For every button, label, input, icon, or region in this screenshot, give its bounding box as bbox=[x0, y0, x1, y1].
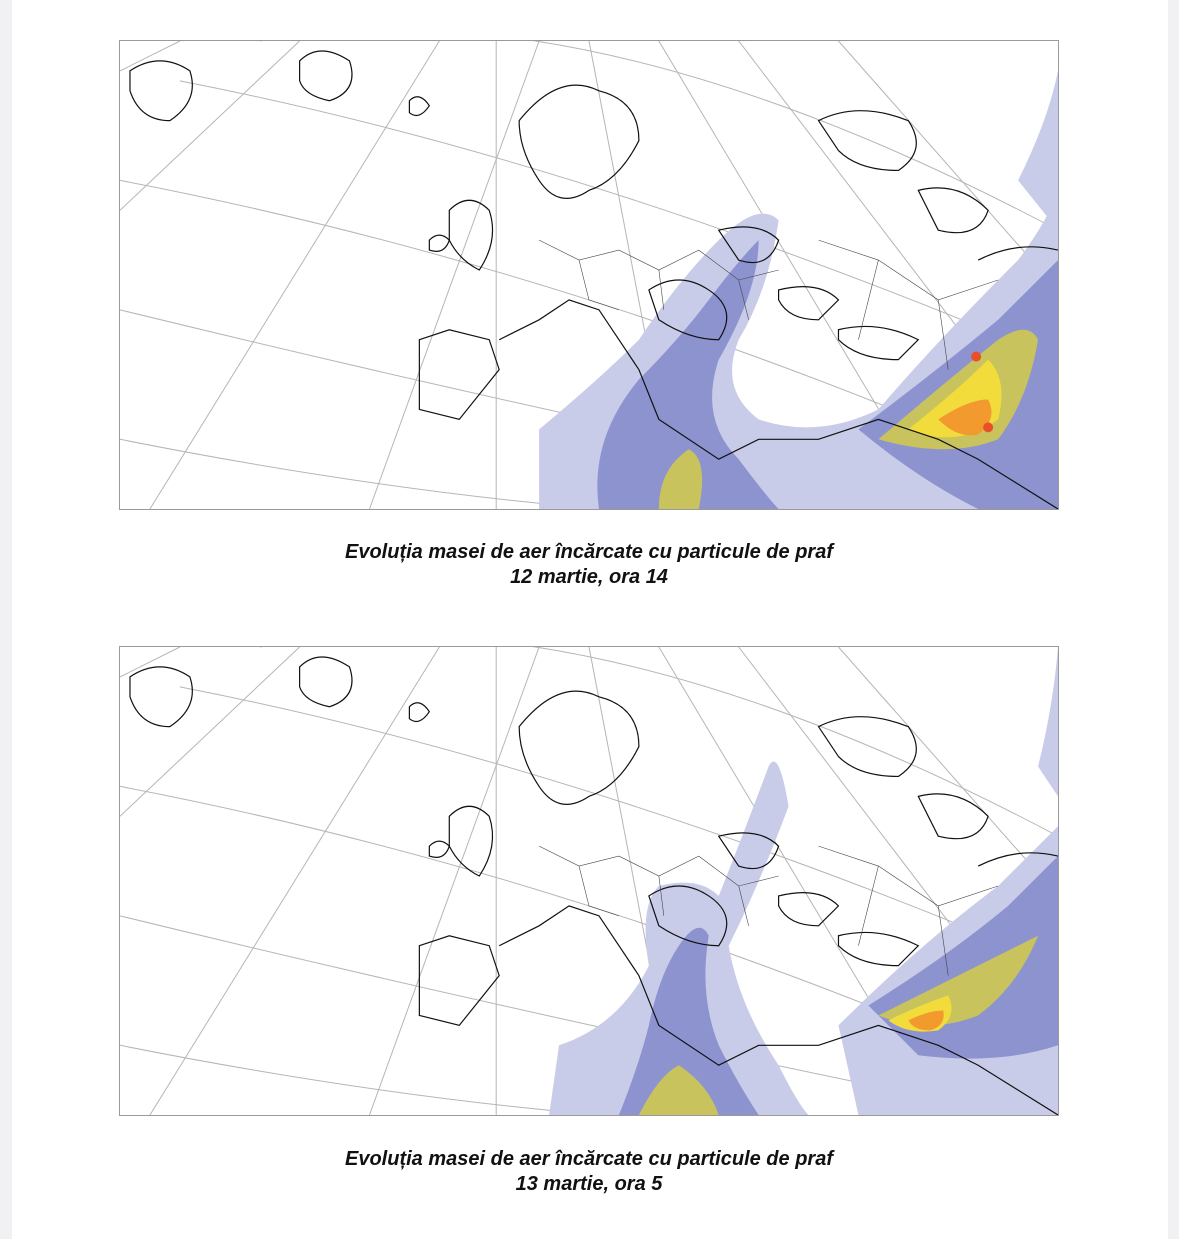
borders bbox=[538, 845, 999, 976]
caption-date: 12 martie, ora 14 bbox=[510, 566, 668, 588]
document-page: Evoluția masei de aer încărcate cu parti… bbox=[12, 0, 1168, 1239]
dust-plume bbox=[539, 70, 1058, 509]
map-canvas bbox=[120, 647, 1058, 1115]
coastlines bbox=[129, 656, 1058, 1115]
dust-map-12-march bbox=[119, 40, 1059, 510]
map-caption: Evoluția masei de aer încărcate cu parti… bbox=[119, 540, 1059, 590]
caption-title: Evoluția masei de aer încărcate cu parti… bbox=[345, 541, 833, 563]
coastlines bbox=[129, 50, 1058, 509]
map-caption: Evoluția masei de aer încărcate cu parti… bbox=[119, 1147, 1059, 1197]
caption-date: 13 martie, ora 5 bbox=[515, 1173, 663, 1195]
map-canvas bbox=[120, 41, 1058, 509]
dust-plume bbox=[549, 647, 1058, 1115]
borders bbox=[538, 239, 999, 370]
caption-title: Evoluția masei de aer încărcate cu parti… bbox=[345, 1148, 833, 1170]
dust-map-13-march bbox=[119, 646, 1059, 1116]
